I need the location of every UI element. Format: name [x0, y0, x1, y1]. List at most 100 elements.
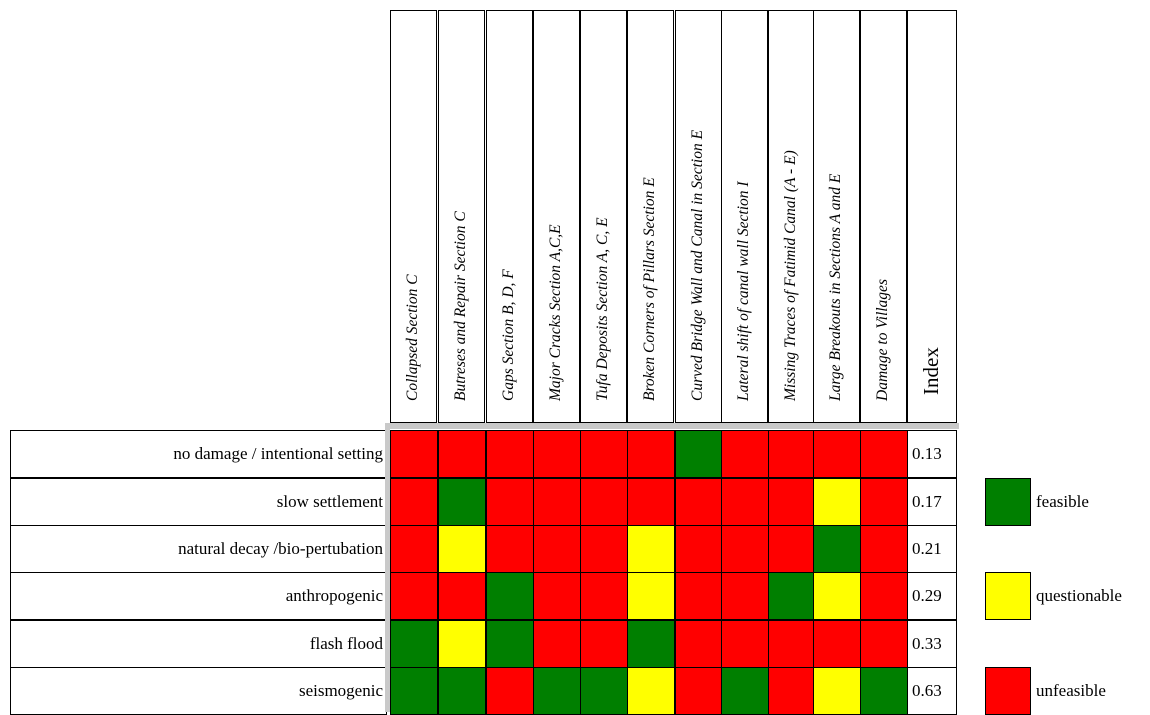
row-label: no damage / intentional setting	[10, 430, 387, 478]
matrix-cell-unfeasible	[390, 572, 438, 620]
column-header: Damage to Villages	[860, 10, 907, 423]
column-header: Major Cracks Section A,C,E	[533, 10, 580, 423]
matrix-cell-questionable	[813, 572, 861, 620]
column-header: Missing Traces of Fatimid Canal (A - E)	[768, 10, 815, 423]
matrix-cell-unfeasible	[390, 525, 438, 573]
column-header-label: Broken Corners of Pillars Section E	[640, 176, 658, 401]
column-header: Lateral shift of canal wall Section I	[721, 10, 768, 423]
column-header: Gaps Section B, D, F	[486, 10, 533, 423]
matrix-cell-unfeasible	[627, 430, 675, 478]
matrix-frame-top	[387, 423, 959, 429]
column-header-label: Collapsed Section C	[403, 273, 421, 401]
matrix-cell-unfeasible	[438, 572, 486, 620]
row-index-value: 0.13	[907, 430, 957, 478]
matrix-cell-unfeasible	[860, 620, 908, 668]
matrix-cell-unfeasible	[675, 525, 723, 573]
matrix-cell-feasible	[860, 667, 908, 715]
matrix-cell-unfeasible	[721, 620, 769, 668]
matrix-cell-unfeasible	[860, 572, 908, 620]
row-label: natural decay /bio-pertubation	[10, 525, 387, 573]
row-index-value: 0.63	[907, 667, 957, 715]
matrix-cell-unfeasible	[533, 478, 581, 526]
matrix-cell-unfeasible	[721, 525, 769, 573]
row-label: seismogenic	[10, 667, 387, 715]
matrix-cell-unfeasible	[438, 430, 486, 478]
matrix-cell-feasible	[390, 667, 438, 715]
legend-swatch-questionable	[985, 572, 1031, 620]
matrix-cell-unfeasible	[627, 478, 675, 526]
matrix-cell-unfeasible	[768, 430, 816, 478]
matrix-cell-feasible	[721, 667, 769, 715]
matrix-cell-feasible	[675, 430, 723, 478]
matrix-cell-unfeasible	[675, 667, 723, 715]
row-label: anthropogenic	[10, 572, 387, 620]
matrix-cell-unfeasible	[486, 667, 534, 715]
matrix-cell-questionable	[627, 572, 675, 620]
column-header: Tufa Deposits Section A, C, E	[580, 10, 627, 423]
matrix-frame-left	[385, 423, 390, 712]
matrix-cell-unfeasible	[580, 478, 628, 526]
matrix-cell-unfeasible	[580, 572, 628, 620]
matrix-cell-unfeasible	[721, 430, 769, 478]
index-header-label: Index	[919, 347, 943, 395]
column-header-label: Major Cracks Section A,C,E	[546, 223, 564, 401]
row-index-value: 0.33	[907, 620, 957, 668]
column-header: Broken Corners of Pillars Section E	[627, 10, 674, 423]
matrix-cell-feasible	[438, 478, 486, 526]
matrix-cell-unfeasible	[675, 478, 723, 526]
matrix-cell-unfeasible	[533, 620, 581, 668]
matrix-cell-unfeasible	[768, 525, 816, 573]
matrix-cell-unfeasible	[486, 430, 534, 478]
legend-label-unfeasible: unfeasible	[1036, 681, 1106, 700]
column-header: Curved Bridge Wall and Canal in Section …	[675, 10, 722, 423]
matrix-cell-questionable	[627, 525, 675, 573]
row-label: slow settlement	[10, 478, 387, 526]
matrix-cell-unfeasible	[533, 572, 581, 620]
matrix-cell-feasible	[438, 667, 486, 715]
matrix-cell-questionable	[813, 478, 861, 526]
matrix-cell-feasible	[813, 525, 861, 573]
column-header-label: Butreses and Repair Section C	[451, 210, 469, 401]
matrix-cell-unfeasible	[813, 430, 861, 478]
matrix-cell-unfeasible	[533, 430, 581, 478]
matrix-cell-unfeasible	[768, 478, 816, 526]
legend-swatch-unfeasible	[985, 667, 1031, 715]
matrix-cell-unfeasible	[580, 525, 628, 573]
matrix-cell-feasible	[533, 667, 581, 715]
matrix-cell-feasible	[627, 620, 675, 668]
matrix-cell-unfeasible	[390, 478, 438, 526]
row-label: flash flood	[10, 620, 387, 668]
matrix-cell-feasible	[580, 667, 628, 715]
matrix-cell-unfeasible	[860, 478, 908, 526]
matrix-cell-unfeasible	[486, 478, 534, 526]
column-header-label: Damage to Villages	[873, 278, 891, 401]
column-header: Large Breakouts in Sections A and E	[813, 10, 860, 423]
column-header: Butreses and Repair Section C	[438, 10, 485, 423]
matrix-cell-questionable	[438, 525, 486, 573]
column-header-label: Curved Bridge Wall and Canal in Section …	[688, 129, 706, 401]
matrix-cell-unfeasible	[675, 572, 723, 620]
row-index-value: 0.21	[907, 525, 957, 573]
index-column-header: Index	[907, 10, 957, 423]
matrix-cell-feasible	[768, 572, 816, 620]
matrix-cell-unfeasible	[860, 430, 908, 478]
matrix-cell-unfeasible	[533, 525, 581, 573]
matrix-cell-questionable	[627, 667, 675, 715]
legend-swatch-feasible	[985, 478, 1031, 526]
matrix-cell-unfeasible	[813, 620, 861, 668]
matrix-cell-unfeasible	[675, 620, 723, 668]
matrix-cell-unfeasible	[860, 525, 908, 573]
matrix-cell-questionable	[813, 667, 861, 715]
column-header-label: Gaps Section B, D, F	[499, 268, 517, 401]
row-index-value: 0.29	[907, 572, 957, 620]
matrix-cell-unfeasible	[580, 620, 628, 668]
column-header-label: Tufa Deposits Section A, C, E	[593, 216, 611, 401]
matrix-cell-unfeasible	[721, 478, 769, 526]
matrix-cell-unfeasible	[390, 430, 438, 478]
matrix-cell-unfeasible	[580, 430, 628, 478]
matrix-cell-unfeasible	[721, 572, 769, 620]
row-index-value: 0.17	[907, 478, 957, 526]
matrix-cell-feasible	[486, 620, 534, 668]
column-header-label: Missing Traces of Fatimid Canal (A - E)	[781, 149, 799, 401]
matrix-cell-unfeasible	[486, 525, 534, 573]
